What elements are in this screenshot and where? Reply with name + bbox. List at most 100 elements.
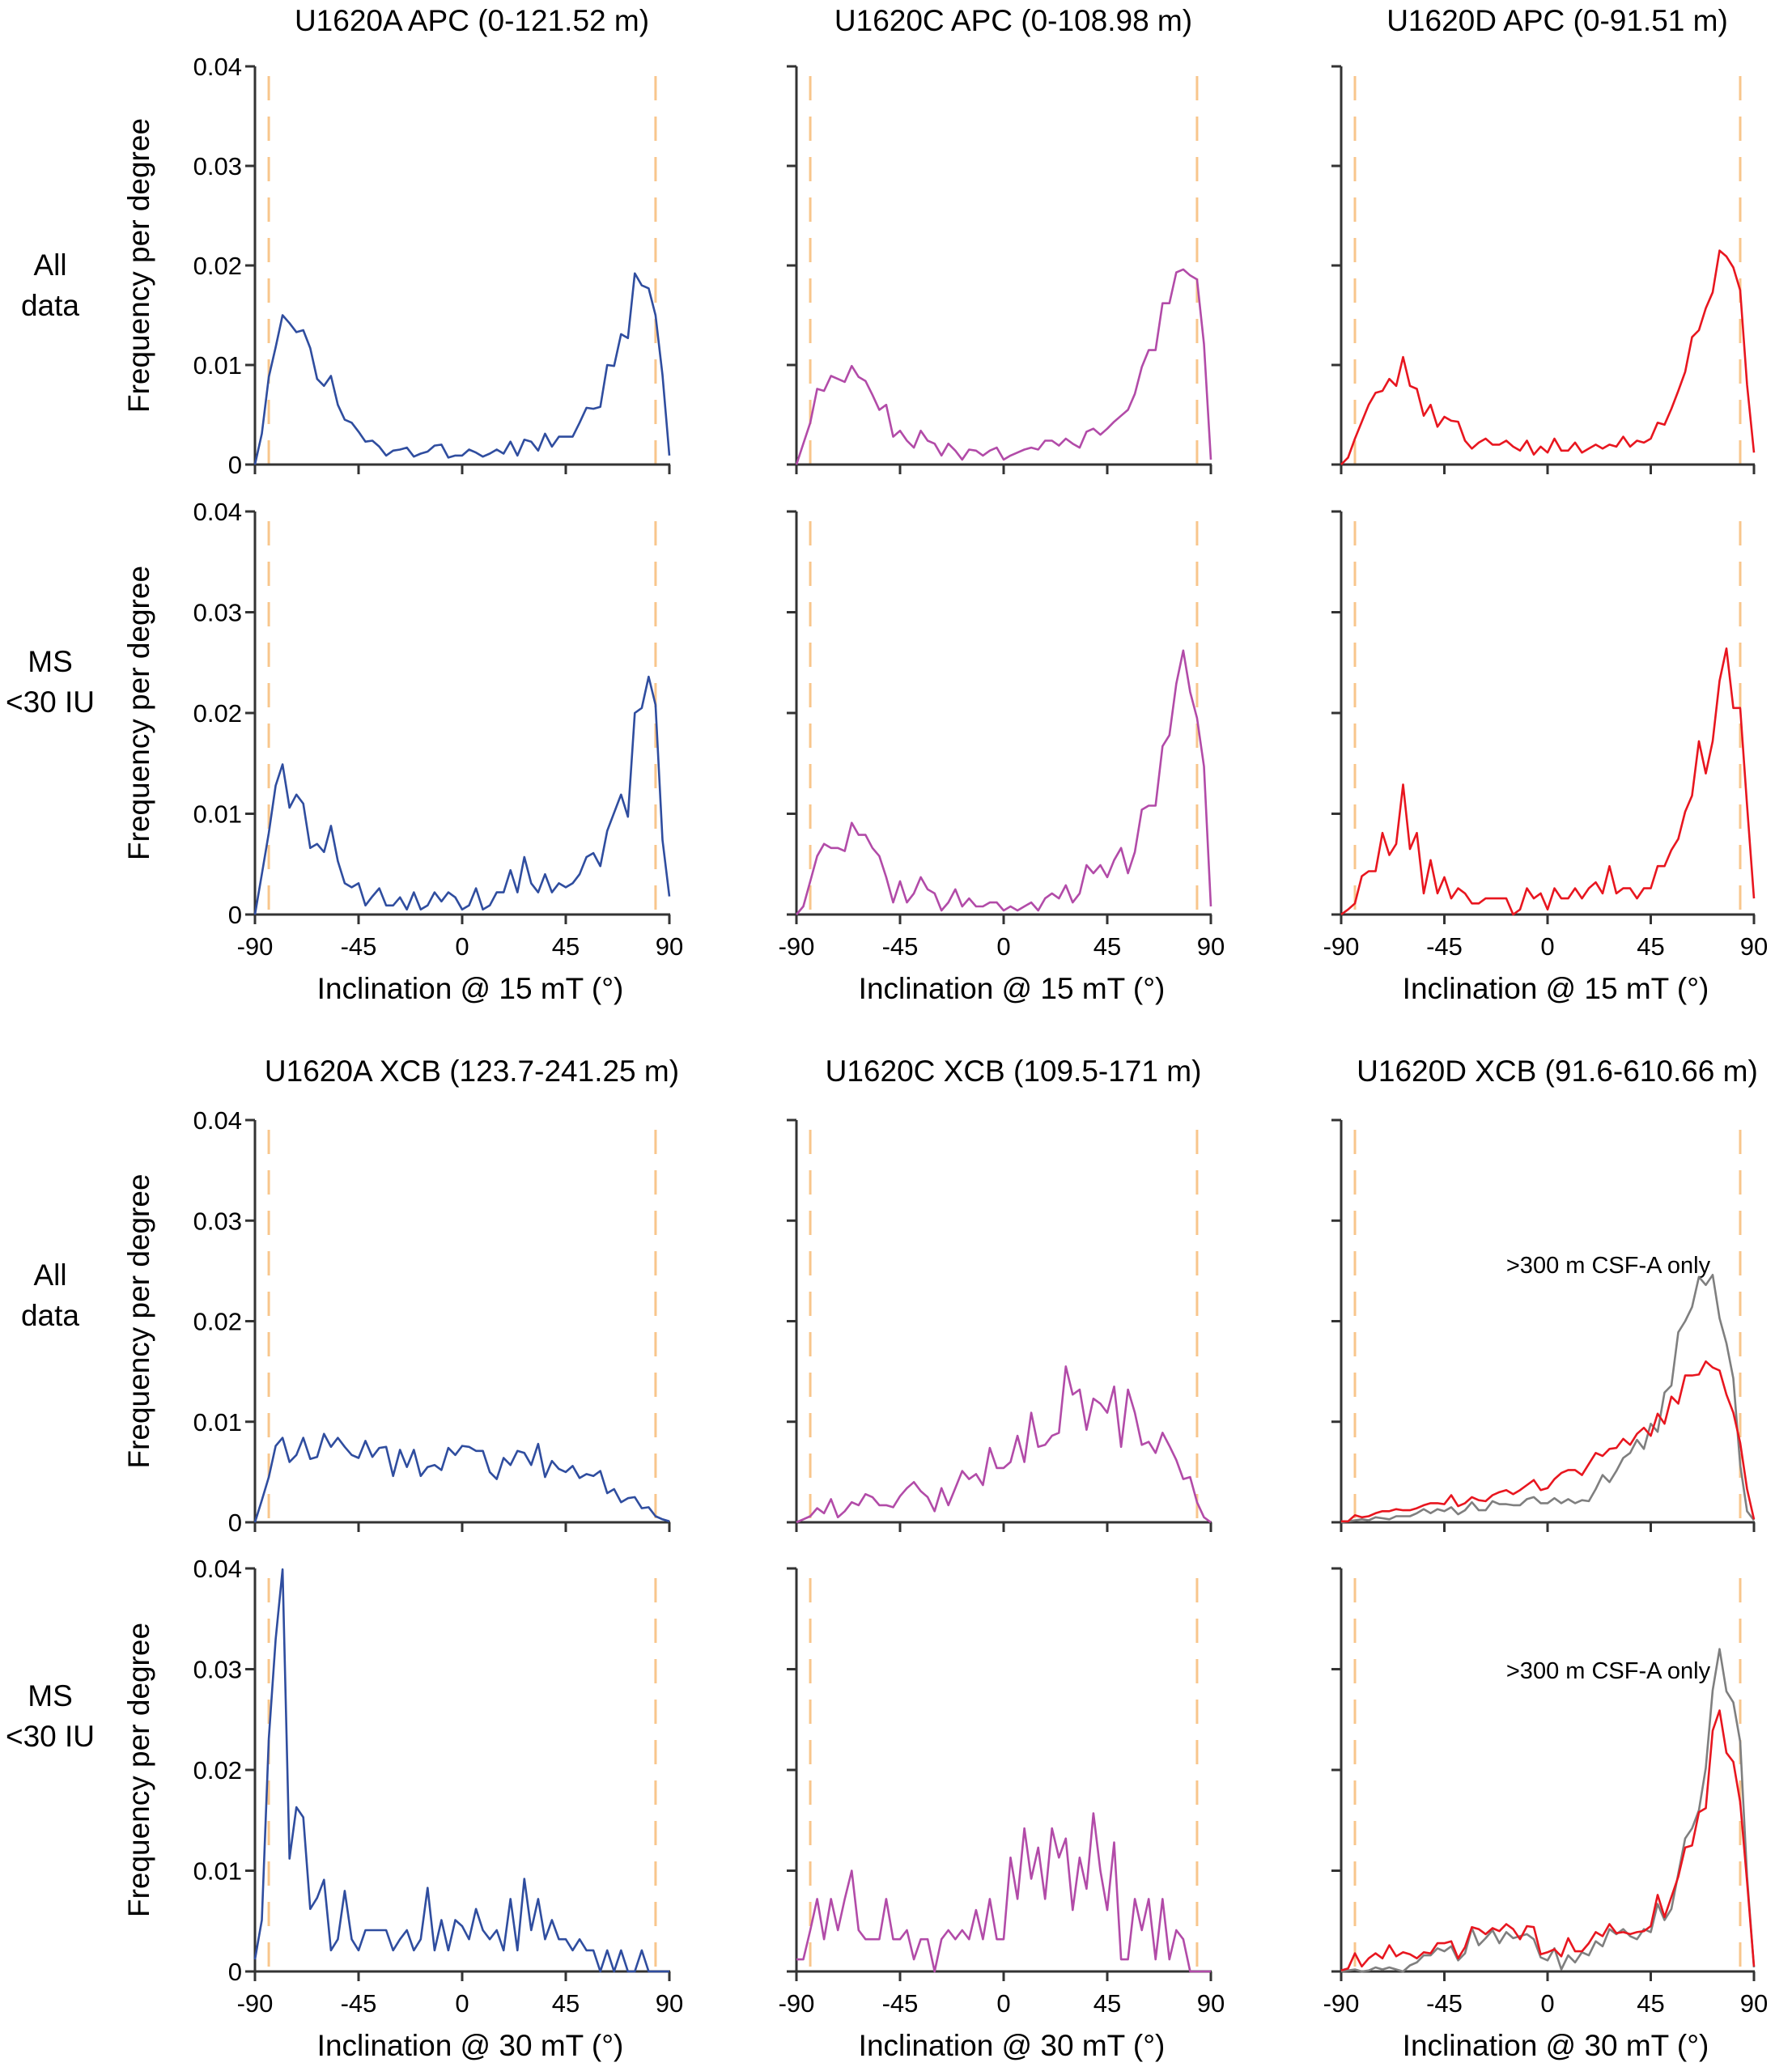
- x-tick-label: 90: [1197, 1989, 1225, 2018]
- panel-r1c2: U1620C APC (0-108.98 m): [787, 4, 1212, 474]
- panel-title: U1620A XCB (123.7-241.25 m): [265, 1055, 679, 1088]
- y-tick-label: 0.04: [193, 53, 242, 81]
- series-line-main: [253, 272, 671, 465]
- x-axis-title: Inclination @ 30 mT (°): [1403, 2029, 1709, 2062]
- row-label-1-line1: All: [33, 248, 66, 282]
- x-tick-label: -45: [882, 1989, 919, 2018]
- series-line-main: [253, 1568, 669, 1973]
- panel-r2c3: -90 -45 0 45 90 Inclination @ 15 mT (°): [1323, 510, 1768, 1005]
- y-tick-label: 0: [228, 451, 242, 479]
- y-tick-label: 0.04: [193, 498, 242, 526]
- x-tick-label: 45: [552, 932, 580, 961]
- row-labels: All data MS <30 IU All data MS <30 IU: [6, 248, 95, 1753]
- panel-r2c1: 0 0.01 0.02 0.03 0.04 -90 -45 0 45 90 Frequency pe…: [122, 498, 683, 1005]
- x-tick-label: 90: [1740, 932, 1768, 961]
- x-tick-label: 0: [1540, 932, 1554, 961]
- x-axis-title: Inclination @ 15 mT (°): [317, 972, 624, 1005]
- x-tick-label: 45: [1093, 932, 1121, 961]
- y-tick-label: 0.02: [193, 1308, 242, 1336]
- panel-r4c3: -90 -45 0 45 90 Inclination @ 30 mT (°) >300 m…: [1323, 1567, 1768, 2062]
- panel-title: U1620C XCB (109.5-171 m): [826, 1055, 1202, 1088]
- x-tick-label: -45: [882, 932, 919, 961]
- y-tick-label: 0.02: [193, 1756, 242, 1785]
- y-tick-label: 0.01: [193, 1857, 242, 1886]
- panel-title: U1620D XCB (91.6-610.66 m): [1357, 1055, 1758, 1088]
- y-tick-label: 0.03: [193, 1207, 242, 1235]
- series-line-main: [796, 1812, 1211, 1973]
- x-tick-label: 0: [996, 1989, 1010, 2018]
- row-label-4-line2: <30 IU: [6, 1720, 95, 1753]
- y-tick-label: 0.04: [193, 1106, 242, 1135]
- series-line-main: [796, 649, 1212, 915]
- x-axis-title: Inclination @ 30 mT (°): [859, 2029, 1166, 2062]
- x-tick-label: 0: [455, 1989, 469, 2018]
- y-tick-label: 0: [228, 1958, 242, 1986]
- x-tick-label: -90: [237, 1989, 274, 2018]
- x-tick-label: -90: [237, 932, 274, 961]
- x-tick-label: 0: [996, 932, 1010, 961]
- x-tick-label: 45: [1637, 1989, 1664, 2018]
- x-axis-title: Inclination @ 30 mT (°): [317, 2029, 624, 2062]
- y-tick-label: 0.03: [193, 599, 242, 627]
- panel-r3c3: U1620D XCB (91.6-610.66 m) >300 m CSF-A o…: [1331, 1055, 1758, 1532]
- x-tick-label: 90: [656, 932, 683, 961]
- series-line-main: [1340, 647, 1756, 916]
- x-tick-label: 90: [1740, 1989, 1768, 2018]
- series-line-main: [253, 675, 671, 915]
- annotation-label: >300 m CSF-A only: [1506, 1253, 1711, 1279]
- x-tick-label: 45: [552, 1989, 580, 2018]
- series-line-main: [253, 1432, 670, 1523]
- y-tick-label: 0.03: [193, 1656, 242, 1684]
- x-tick-label: -45: [341, 932, 377, 961]
- x-tick-label: -90: [1323, 1989, 1360, 2018]
- annotation-label: >300 m CSF-A only: [1506, 1658, 1711, 1684]
- x-tick-label: -45: [1426, 1989, 1463, 2018]
- y-tick-label: 0.04: [193, 1555, 242, 1583]
- row-label-3-line2: data: [21, 1299, 79, 1332]
- panel-r4c2: -90 -45 0 45 90 Inclination @ 30 mT (°): [779, 1567, 1225, 2062]
- x-tick-label: 45: [1093, 1989, 1121, 2018]
- y-tick-label: 0.01: [193, 1408, 242, 1437]
- x-tick-label: 45: [1637, 932, 1664, 961]
- x-tick-label: 0: [1540, 1989, 1554, 2018]
- y-axis-title: Frequency per degree: [122, 1623, 155, 1917]
- panel-r1c1: U1620A APC (0-121.52 m) 0 0.01 0.02 0.03 0.04…: [122, 4, 671, 479]
- series-line-main: [796, 1365, 1212, 1524]
- y-tick-label: 0: [228, 1509, 242, 1537]
- panel-r3c2: U1620C XCB (109.5-171 m): [787, 1055, 1212, 1532]
- panel-title: U1620C APC (0-108.98 m): [834, 4, 1192, 37]
- row-label-2-line2: <30 IU: [6, 685, 95, 719]
- panel-r1c3: U1620D APC (0-91.51 m): [1331, 4, 1756, 474]
- series-line-deep-subset: [1340, 1648, 1756, 1973]
- panel-title: U1620A APC (0-121.52 m): [295, 4, 649, 37]
- x-tick-label: 90: [656, 1989, 683, 2018]
- x-tick-label: -90: [1323, 932, 1360, 961]
- series-line-main: [795, 268, 1212, 465]
- x-tick-label: -45: [341, 1989, 377, 2018]
- series-line-deep-subset: [1340, 1274, 1756, 1524]
- y-tick-label: 0.01: [193, 351, 242, 380]
- row-label-4-line1: MS: [28, 1679, 73, 1712]
- series-line-main: [1341, 1360, 1756, 1523]
- panel-r4c1: 0 0.01 0.02 0.03 0.04 -90 -45 0 45 90 Frequency pe…: [122, 1555, 683, 2062]
- row-label-1-line2: data: [21, 289, 79, 322]
- y-axis-title: Frequency per degree: [122, 118, 155, 413]
- panel-r3c1: U1620A XCB (123.7-241.25 m) 0 0.01 0.02 0.03…: [122, 1055, 679, 1537]
- y-tick-label: 0: [228, 901, 242, 929]
- x-axis-title: Inclination @ 15 mT (°): [1403, 972, 1709, 1005]
- panel-r2c2: -90 -45 0 45 90 Inclination @ 15 mT (°): [779, 510, 1225, 1005]
- y-tick-label: 0.02: [193, 252, 242, 280]
- series-line-main: [1340, 249, 1756, 465]
- y-axis-title: Frequency per degree: [122, 566, 155, 860]
- y-axis-title: Frequency per degree: [122, 1173, 155, 1468]
- x-tick-label: -90: [779, 1989, 815, 2018]
- y-tick-label: 0.03: [193, 152, 242, 180]
- x-axis-title: Inclination @ 15 mT (°): [859, 972, 1166, 1005]
- row-label-3-line1: All: [33, 1258, 66, 1292]
- x-tick-label: -45: [1426, 932, 1463, 961]
- y-tick-label: 0.02: [193, 699, 242, 728]
- row-label-2-line1: MS: [28, 645, 73, 678]
- x-tick-label: 90: [1197, 932, 1225, 961]
- x-tick-label: -90: [779, 932, 815, 961]
